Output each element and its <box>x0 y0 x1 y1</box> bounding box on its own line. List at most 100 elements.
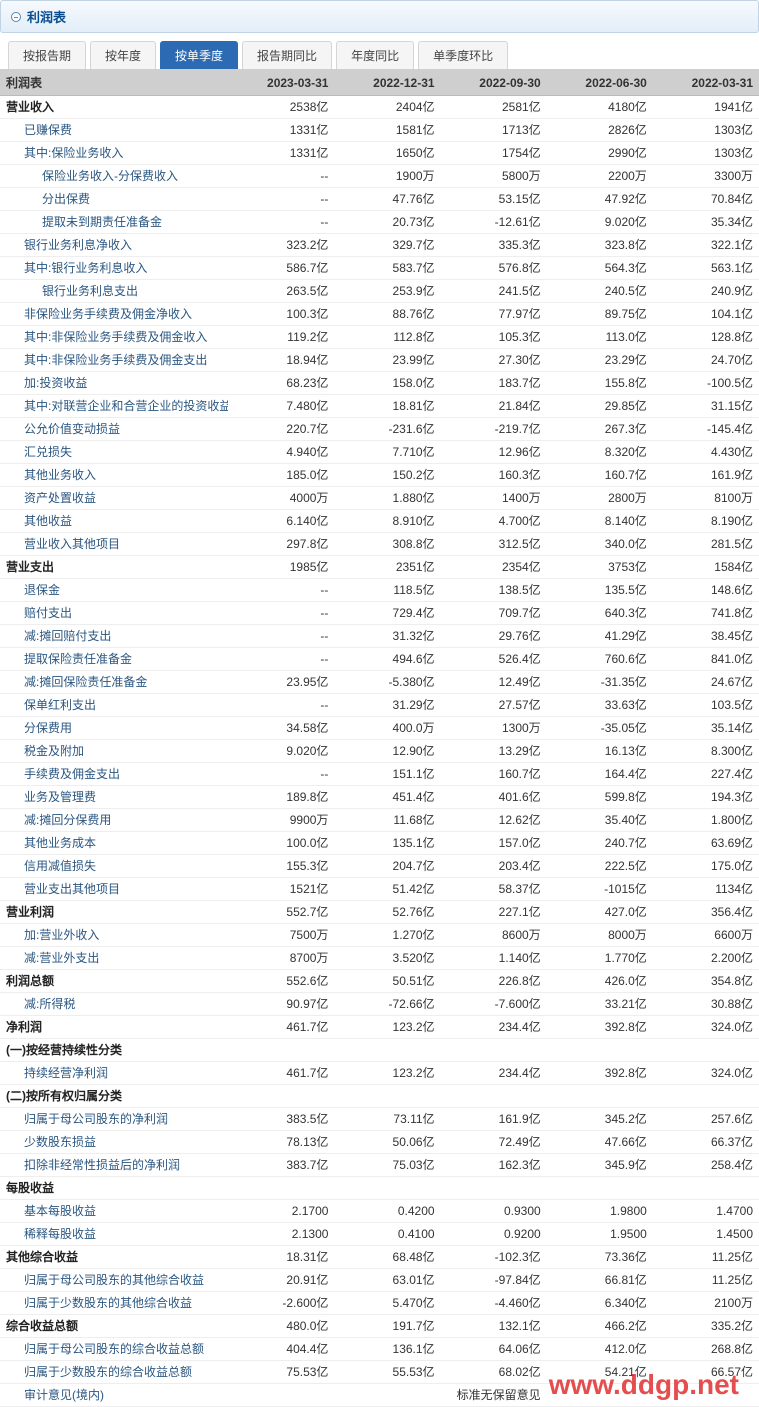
col-header-0: 2023-03-31 <box>228 70 334 96</box>
cell: 47.76亿 <box>334 188 440 211</box>
cell: 119.2亿 <box>228 326 334 349</box>
cell: 128.8亿 <box>653 326 759 349</box>
cell: 3300万 <box>653 165 759 188</box>
cell: 729.4亿 <box>334 602 440 625</box>
cell: 258.4亿 <box>653 1154 759 1177</box>
cell: 70.84亿 <box>653 188 759 211</box>
table-row: 分保费用34.58亿400.0万1300万-35.05亿35.14亿 <box>0 717 759 740</box>
cell: 222.5亿 <box>547 855 653 878</box>
table-row: 加:投资收益68.23亿158.0亿183.7亿155.8亿-100.5亿 <box>0 372 759 395</box>
table-row: 营业收入其他项目297.8亿308.8亿312.5亿340.0亿281.5亿 <box>0 533 759 556</box>
cell: 58.37亿 <box>441 878 547 901</box>
tab-0[interactable]: 按报告期 <box>8 41 86 69</box>
cell: 136.1亿 <box>334 1338 440 1361</box>
cell: -- <box>228 763 334 786</box>
cell: 175.0亿 <box>653 855 759 878</box>
table-row: 净利润461.7亿123.2亿234.4亿392.8亿324.0亿 <box>0 1016 759 1039</box>
cell: 3753亿 <box>547 556 653 579</box>
cell: 2100万 <box>653 1292 759 1315</box>
cell: 33.63亿 <box>547 694 653 717</box>
cell <box>547 1039 653 1062</box>
row-label: 利润总额 <box>0 970 228 993</box>
cell <box>547 1384 653 1407</box>
cell: 640.3亿 <box>547 602 653 625</box>
cell: 466.2亿 <box>547 1315 653 1338</box>
cell: 162.3亿 <box>441 1154 547 1177</box>
cell <box>441 1085 547 1108</box>
cell: 20.91亿 <box>228 1269 334 1292</box>
row-label: 公允价值变动损益 <box>0 418 228 441</box>
cell: 461.7亿 <box>228 1062 334 1085</box>
cell: 64.06亿 <box>441 1338 547 1361</box>
tab-5[interactable]: 单季度环比 <box>418 41 508 69</box>
cell: 75.53亿 <box>228 1361 334 1384</box>
cell: 340.0亿 <box>547 533 653 556</box>
cell: 31.29亿 <box>334 694 440 717</box>
cell: 2200万 <box>547 165 653 188</box>
cell: 6600万 <box>653 924 759 947</box>
cell: -35.05亿 <box>547 717 653 740</box>
table-row: 每股收益 <box>0 1177 759 1200</box>
table-row: 银行业务利息净收入323.2亿329.7亿335.3亿323.8亿322.1亿 <box>0 234 759 257</box>
cell: 494.6亿 <box>334 648 440 671</box>
cell: 1584亿 <box>653 556 759 579</box>
table-row: 归属于母公司股东的净利润383.5亿73.11亿161.9亿345.2亿257.… <box>0 1108 759 1131</box>
cell: 191.7亿 <box>334 1315 440 1338</box>
cell: 241.5亿 <box>441 280 547 303</box>
cell: 383.7亿 <box>228 1154 334 1177</box>
row-label: 每股收益 <box>0 1177 228 1200</box>
cell: 308.8亿 <box>334 533 440 556</box>
cell: 552.7亿 <box>228 901 334 924</box>
cell: 118.5亿 <box>334 579 440 602</box>
cell: 1.800亿 <box>653 809 759 832</box>
cell: 18.31亿 <box>228 1246 334 1269</box>
cell: 1581亿 <box>334 119 440 142</box>
col-header-1: 2022-12-31 <box>334 70 440 96</box>
cell: 2.1300 <box>228 1223 334 1246</box>
cell: 63.01亿 <box>334 1269 440 1292</box>
cell: 1.140亿 <box>441 947 547 970</box>
cell: 329.7亿 <box>334 234 440 257</box>
table-row: 非保险业务手续费及佣金净收入100.3亿88.76亿77.97亿89.75亿10… <box>0 303 759 326</box>
row-label: 非保险业务手续费及佣金净收入 <box>0 303 228 326</box>
col-header-label: 利润表 <box>0 70 228 96</box>
collapse-icon[interactable] <box>11 12 21 22</box>
cell: 11.25亿 <box>653 1246 759 1269</box>
cell: 160.7亿 <box>441 763 547 786</box>
cell: 267.3亿 <box>547 418 653 441</box>
cell: 227.1亿 <box>441 901 547 924</box>
row-label: 营业收入 <box>0 96 228 119</box>
cell: 741.8亿 <box>653 602 759 625</box>
cell: 1.770亿 <box>547 947 653 970</box>
cell: 155.3亿 <box>228 855 334 878</box>
tab-3[interactable]: 报告期同比 <box>242 41 332 69</box>
table-row: 其中:对联营企业和合营企业的投资收益/（损失）7.480亿18.81亿21.84… <box>0 395 759 418</box>
cell: 8000万 <box>547 924 653 947</box>
table-row: 银行业务利息支出263.5亿253.9亿241.5亿240.5亿240.9亿 <box>0 280 759 303</box>
cell: 20.73亿 <box>334 211 440 234</box>
table-row: 加:营业外收入7500万1.270亿8600万8000万6600万 <box>0 924 759 947</box>
cell: 8.190亿 <box>653 510 759 533</box>
cell: 164.4亿 <box>547 763 653 786</box>
tab-1[interactable]: 按年度 <box>90 41 156 69</box>
tab-2[interactable]: 按单季度 <box>160 41 238 69</box>
cell: 1.270亿 <box>334 924 440 947</box>
cell: 1.880亿 <box>334 487 440 510</box>
table-row: 其中:非保险业务手续费及佣金收入119.2亿112.8亿105.3亿113.0亿… <box>0 326 759 349</box>
cell: 1.9800 <box>547 1200 653 1223</box>
cell: 66.57亿 <box>653 1361 759 1384</box>
table-row: 汇兑损失4.940亿7.710亿12.96亿8.320亿4.430亿 <box>0 441 759 464</box>
cell: 30.88亿 <box>653 993 759 1016</box>
cell: 412.0亿 <box>547 1338 653 1361</box>
cell: 1331亿 <box>228 142 334 165</box>
cell: -- <box>228 579 334 602</box>
row-label: (一)按经营持续性分类 <box>0 1039 228 1062</box>
tab-4[interactable]: 年度同比 <box>336 41 414 69</box>
cell: 2.200亿 <box>653 947 759 970</box>
cell: 392.8亿 <box>547 1016 653 1039</box>
cell: 356.4亿 <box>653 901 759 924</box>
cell: 5800万 <box>441 165 547 188</box>
cell: 227.4亿 <box>653 763 759 786</box>
cell: 8.320亿 <box>547 441 653 464</box>
cell: 68.02亿 <box>441 1361 547 1384</box>
